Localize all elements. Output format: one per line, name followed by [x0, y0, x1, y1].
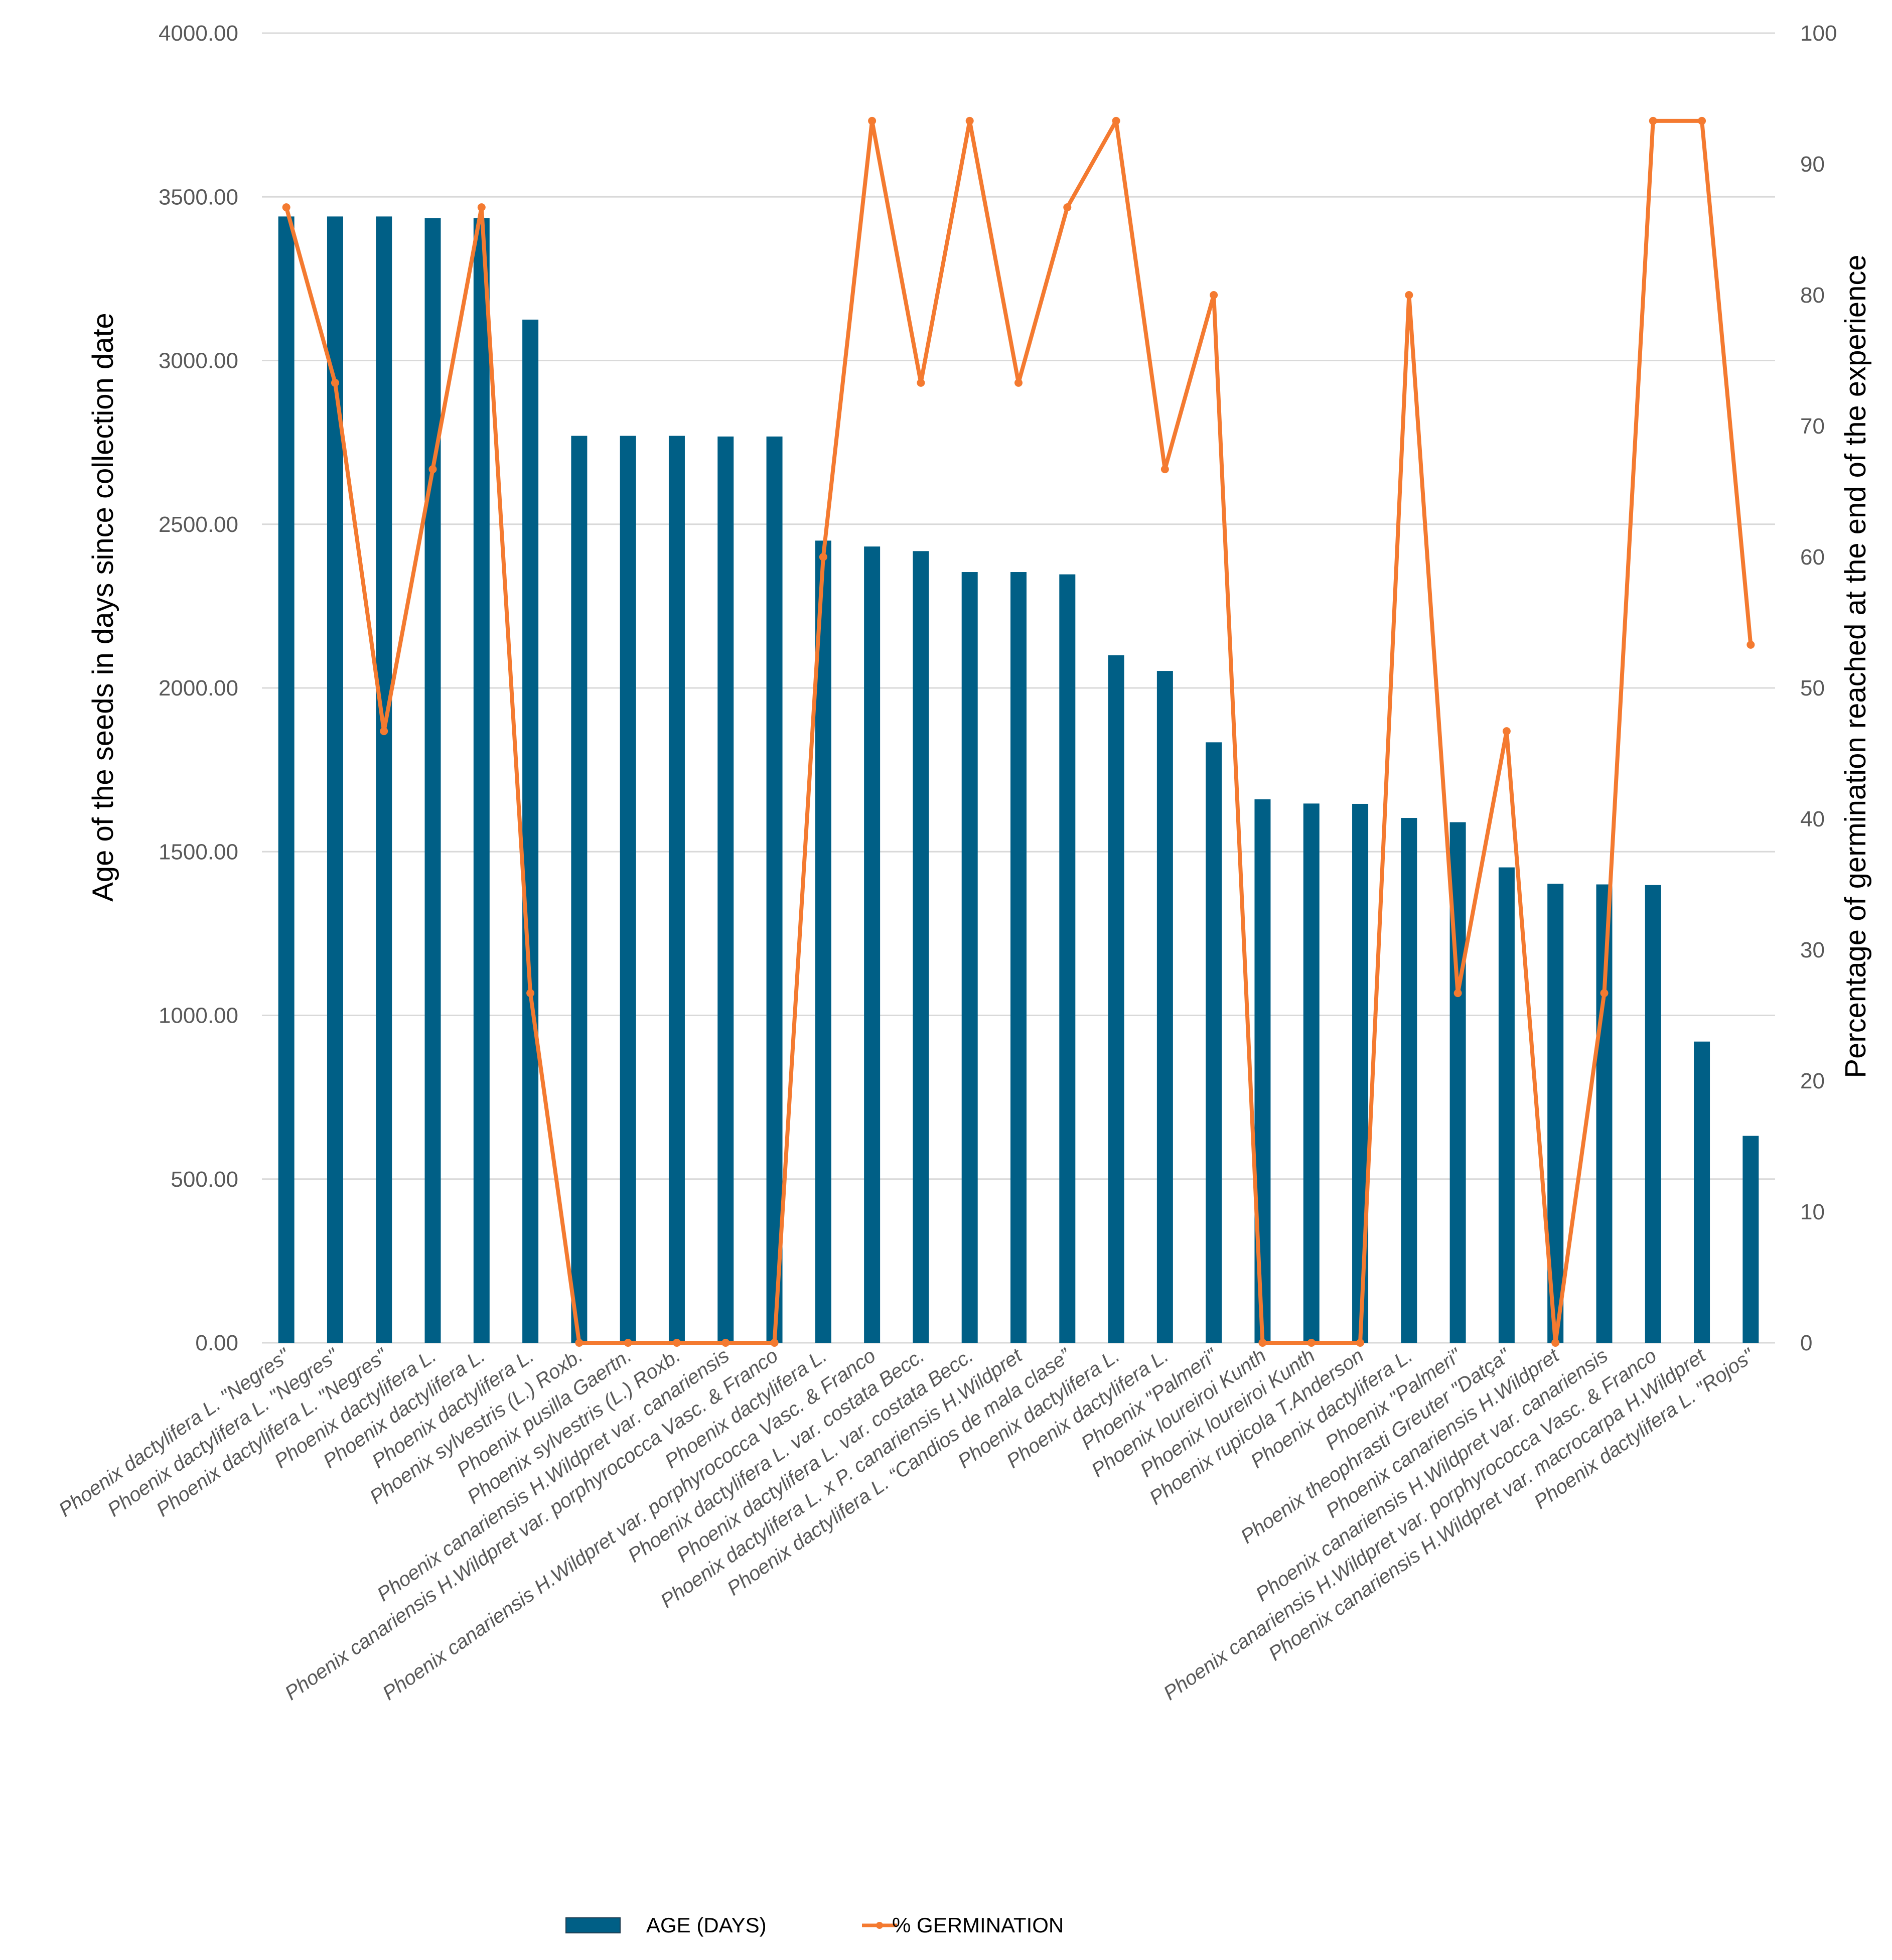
age-bar — [376, 216, 392, 1343]
right-tick-label: 90 — [1800, 152, 1825, 177]
age-bar — [766, 436, 783, 1343]
germination-point — [1551, 1339, 1560, 1347]
germination-point — [868, 116, 877, 125]
germination-point — [1405, 291, 1413, 299]
age-bar — [1742, 1136, 1759, 1343]
legend-line-label: % GERMINATION — [892, 1913, 1064, 1937]
age-bar — [668, 436, 685, 1343]
germination-point — [1307, 1339, 1316, 1347]
age-bar — [1596, 884, 1613, 1343]
left-tick-label: 2500.00 — [159, 512, 238, 537]
germination-point — [1210, 291, 1218, 299]
age-bar — [522, 319, 539, 1343]
left-tick-label: 500.00 — [171, 1167, 238, 1192]
legend: AGE (DAYS) % GERMINATION — [565, 1913, 1064, 1937]
right-tick-label: 30 — [1800, 938, 1825, 962]
left-axis-ticks: 0.00 500.00 1000.00 1500.00 2000.00 2500.00 30… — [159, 21, 238, 1355]
age-bar — [1498, 867, 1515, 1343]
left-tick-label: 4000.00 — [159, 21, 238, 46]
right-tick-label: 50 — [1800, 676, 1825, 701]
left-axis-title: Age of the seeds in days since collectio… — [87, 313, 119, 902]
germination-point — [965, 116, 974, 125]
germination-point — [1649, 116, 1657, 125]
germination-point — [380, 727, 388, 736]
right-tick-label: 10 — [1800, 1200, 1825, 1224]
germination-point — [526, 989, 535, 998]
x-axis-tick-labels: Phoenix dactylifera L. "Negres"Phoenix d… — [55, 1344, 1759, 1705]
age-bar — [1694, 1041, 1710, 1343]
age-bar — [473, 218, 490, 1343]
legend-line-marker — [876, 1922, 883, 1929]
age-bar — [1156, 671, 1173, 1343]
left-tick-label: 3000.00 — [159, 349, 238, 373]
germination-point — [1747, 640, 1755, 649]
germination-point — [624, 1339, 632, 1347]
right-tick-label: 70 — [1800, 414, 1825, 439]
germination-point — [770, 1339, 779, 1347]
germination-point — [331, 378, 339, 387]
germination-point — [1258, 1339, 1267, 1347]
age-bar — [1108, 655, 1124, 1343]
age-bar — [913, 551, 929, 1343]
age-bar — [424, 218, 441, 1343]
germination-point — [477, 203, 486, 212]
germination-line-series — [282, 116, 1755, 1347]
right-tick-label: 20 — [1800, 1069, 1825, 1093]
age-bar — [1303, 803, 1320, 1343]
left-tick-label: 2000.00 — [159, 676, 238, 701]
germination-point — [917, 378, 925, 387]
right-tick-label: 0 — [1800, 1331, 1812, 1355]
right-axis-ticks: 0 10 20 30 40 50 60 70 80 90 100 — [1800, 21, 1837, 1355]
age-bar — [1059, 574, 1076, 1343]
age-bar — [961, 572, 978, 1343]
germination-point — [282, 203, 290, 212]
left-tick-label: 3500.00 — [159, 185, 238, 209]
germination-point — [819, 553, 827, 561]
germination-point — [1160, 465, 1169, 474]
left-tick-label: 0.00 — [195, 1331, 238, 1355]
germination-point — [1600, 989, 1609, 998]
age-bar — [571, 436, 588, 1343]
legend-bar-label: AGE (DAYS) — [646, 1913, 767, 1937]
germination-point — [1063, 203, 1072, 212]
age-bar — [1010, 572, 1027, 1343]
legend-bar-swatch — [565, 1917, 621, 1933]
germination-point — [1453, 989, 1462, 998]
germination-point — [1014, 378, 1023, 387]
age-bar — [278, 216, 295, 1343]
germination-point — [1112, 116, 1120, 125]
right-axis-title: Percentage of germination reached at the… — [1839, 254, 1872, 1078]
germination-point — [428, 465, 437, 474]
age-bar — [620, 436, 636, 1343]
age-bar — [327, 216, 343, 1343]
right-tick-label: 60 — [1800, 545, 1825, 570]
age-bar — [717, 436, 734, 1343]
germination-point — [672, 1339, 681, 1347]
germination-point — [575, 1339, 584, 1347]
left-tick-label: 1000.00 — [159, 1004, 238, 1028]
age-bar-series — [278, 216, 1759, 1343]
germination-point — [721, 1339, 730, 1347]
right-tick-label: 80 — [1800, 283, 1825, 308]
age-bar — [1401, 818, 1417, 1343]
right-tick-label: 40 — [1800, 807, 1825, 831]
germination-point — [1502, 727, 1511, 736]
age-bar — [1645, 885, 1661, 1343]
right-tick-label: 100 — [1800, 21, 1837, 46]
age-bar — [1206, 742, 1222, 1343]
germination-point — [1356, 1339, 1365, 1347]
left-tick-label: 1500.00 — [159, 839, 238, 864]
age-bar — [864, 546, 881, 1343]
germination-point — [1698, 116, 1706, 125]
